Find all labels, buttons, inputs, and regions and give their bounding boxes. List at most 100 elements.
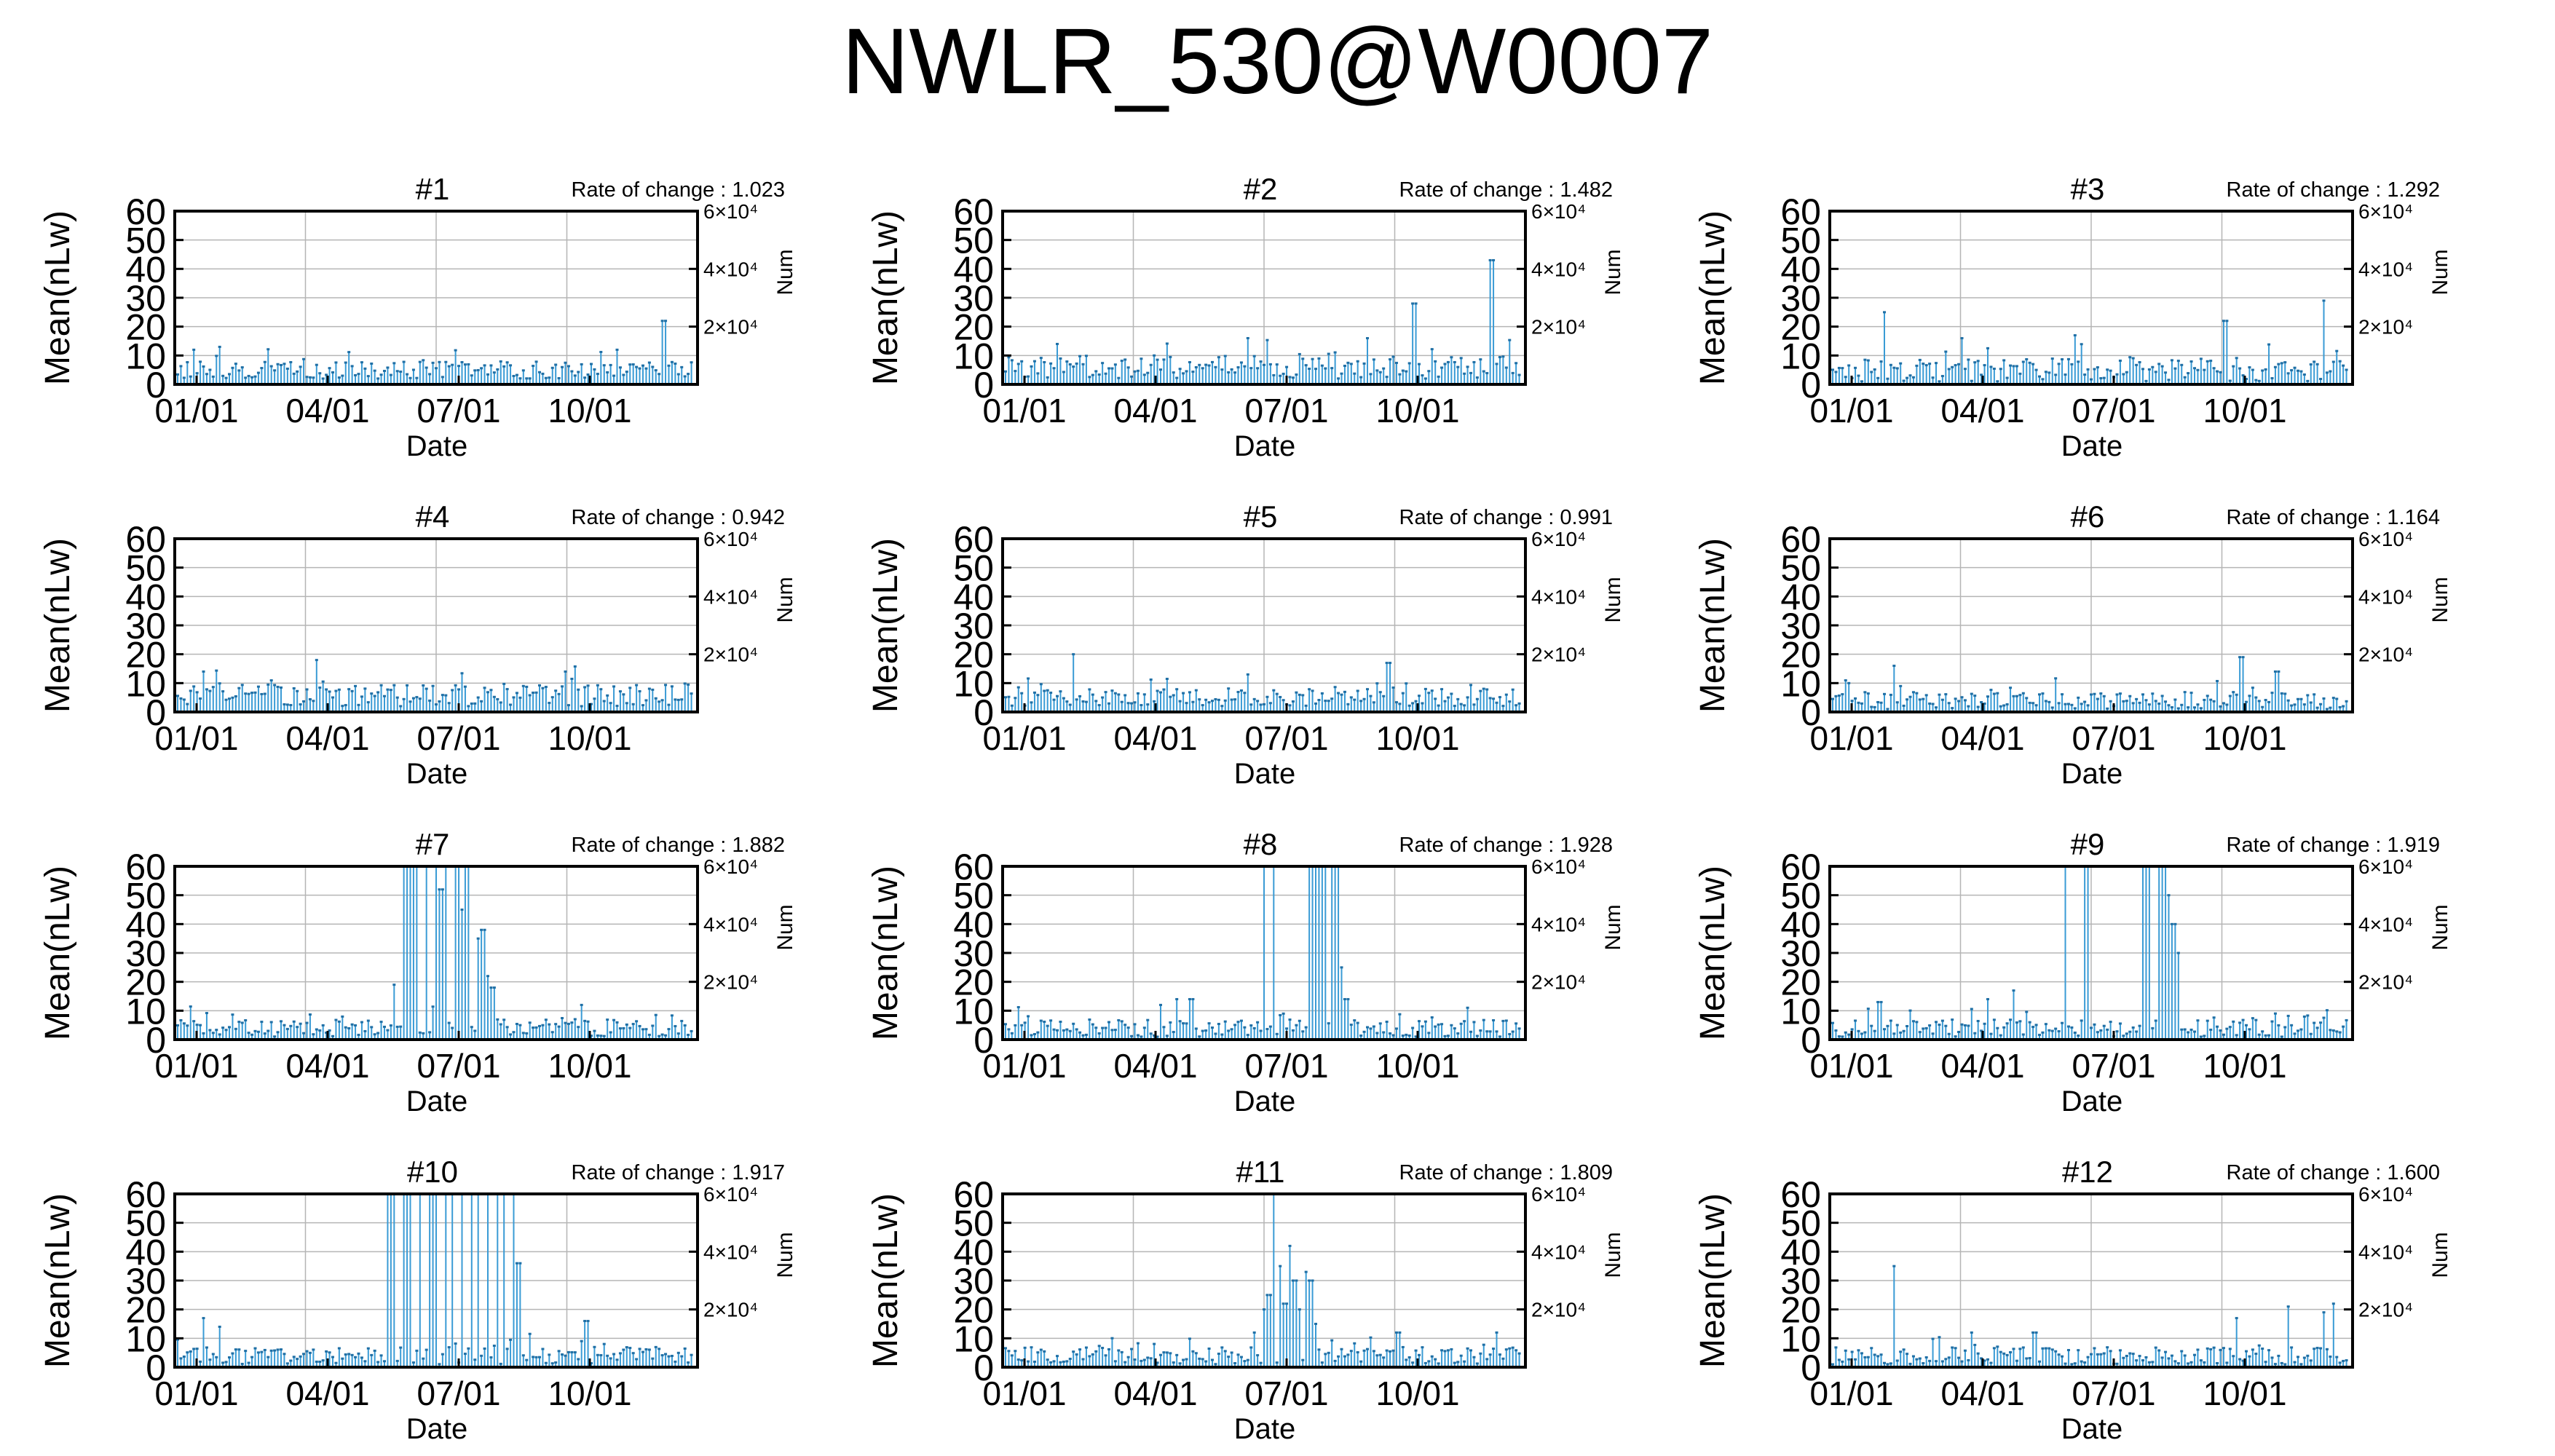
y-tick-label: 50: [1780, 876, 1821, 917]
data-point: [1472, 1021, 1476, 1024]
data-point: [528, 1332, 532, 1335]
data-point: [1401, 1345, 1405, 1348]
data-point: [189, 375, 192, 378]
data-point: [451, 1026, 454, 1029]
data-point: [486, 373, 489, 376]
data-point: [566, 704, 570, 707]
data-point: [383, 1025, 386, 1028]
data-point: [1488, 1353, 1492, 1356]
data-point: [628, 363, 632, 366]
rate-of-change-label: Rate of change : 1.292: [2227, 178, 2440, 202]
data-point: [2122, 373, 2125, 376]
data-point: [1236, 1021, 1240, 1024]
data-point: [224, 1029, 228, 1032]
y-tick-label: 50: [125, 221, 166, 261]
data-point: [2196, 368, 2200, 371]
data-point: [1369, 695, 1373, 697]
data-point: [1398, 373, 1402, 376]
data-point: [1504, 1019, 1508, 1022]
data-point: [1935, 362, 1938, 365]
data-point: [1133, 1358, 1137, 1361]
data-point: [2331, 1029, 2335, 1032]
data-point: [1382, 367, 1386, 370]
data-point: [2102, 376, 2106, 379]
data-point: [1263, 703, 1265, 705]
data-point: [1996, 1026, 1999, 1029]
data-point: [2038, 1360, 2041, 1363]
data-point: [2144, 1356, 2148, 1358]
data-point: [237, 369, 241, 372]
data-point: [431, 684, 435, 687]
x-tick-label: 01/01: [982, 719, 1066, 757]
data-point: [1046, 1024, 1049, 1027]
data-point: [263, 692, 266, 695]
data-point: [1178, 1362, 1182, 1365]
data-point: [266, 1029, 270, 1032]
data-point: [499, 360, 502, 363]
data-point: [2106, 1028, 2109, 1031]
data-point: [179, 697, 183, 700]
data-point: [1931, 376, 1935, 379]
rate-of-change-label: Rate of change : 0.991: [1399, 506, 1613, 529]
data-point: [502, 682, 506, 685]
data-point: [1340, 693, 1343, 696]
data-point: [1866, 359, 1870, 362]
data-point: [221, 374, 225, 377]
data-point: [1065, 700, 1069, 703]
data-point: [192, 1348, 196, 1350]
data-point: [2054, 373, 2058, 376]
data-point: [1107, 367, 1110, 370]
data-point: [1133, 370, 1137, 373]
data-point: [1295, 1024, 1298, 1026]
data-point: [280, 686, 283, 689]
data-point: [228, 373, 231, 376]
data-point: [583, 1320, 587, 1323]
y2-tick-label: 2×10⁴: [2358, 316, 2413, 339]
data-point: [2306, 379, 2310, 382]
data-point: [1427, 1360, 1431, 1363]
data-point: [1976, 360, 1980, 363]
data-point: [2325, 708, 2329, 711]
data-point: [1088, 376, 1091, 379]
data-point: [1030, 1034, 1033, 1037]
data-point: [1372, 358, 1375, 361]
data-point: [1172, 694, 1175, 697]
data-point: [1922, 1027, 1925, 1030]
data-point: [2151, 365, 2155, 368]
data-point: [580, 1340, 583, 1342]
data-point: [2222, 1033, 2225, 1036]
data-point: [2209, 1028, 2213, 1031]
data-point: [647, 1348, 651, 1351]
data-point: [1081, 1034, 1085, 1037]
data-point: [2044, 700, 2047, 703]
data-point: [299, 1022, 302, 1025]
y-tick-label: 50: [953, 221, 994, 261]
data-point: [2066, 1349, 2070, 1352]
data-point: [1107, 1348, 1110, 1350]
data-point: [1091, 1353, 1094, 1356]
data-point: [1201, 367, 1204, 370]
data-point: [476, 696, 480, 699]
data-point: [292, 1020, 296, 1023]
data-point: [424, 366, 428, 369]
data-point: [1081, 700, 1085, 703]
data-point: [1043, 689, 1046, 692]
data-point: [2261, 1030, 2264, 1033]
data-point: [1317, 1348, 1321, 1351]
data-point: [1014, 697, 1017, 700]
data-point: [1928, 1024, 1932, 1027]
data-point: [2345, 368, 2348, 371]
data-point: [2176, 360, 2180, 363]
data-point: [253, 1029, 257, 1032]
data-point: [1902, 1029, 1906, 1032]
data-point: [228, 697, 231, 700]
data-point: [2299, 697, 2303, 700]
data-point: [1488, 258, 1492, 261]
data-point: [1140, 357, 1143, 360]
data-point: [2313, 360, 2316, 363]
data-point: [179, 1018, 183, 1021]
y2-tick-label: 2×10⁴: [2358, 644, 2413, 666]
data-point: [2241, 374, 2245, 377]
